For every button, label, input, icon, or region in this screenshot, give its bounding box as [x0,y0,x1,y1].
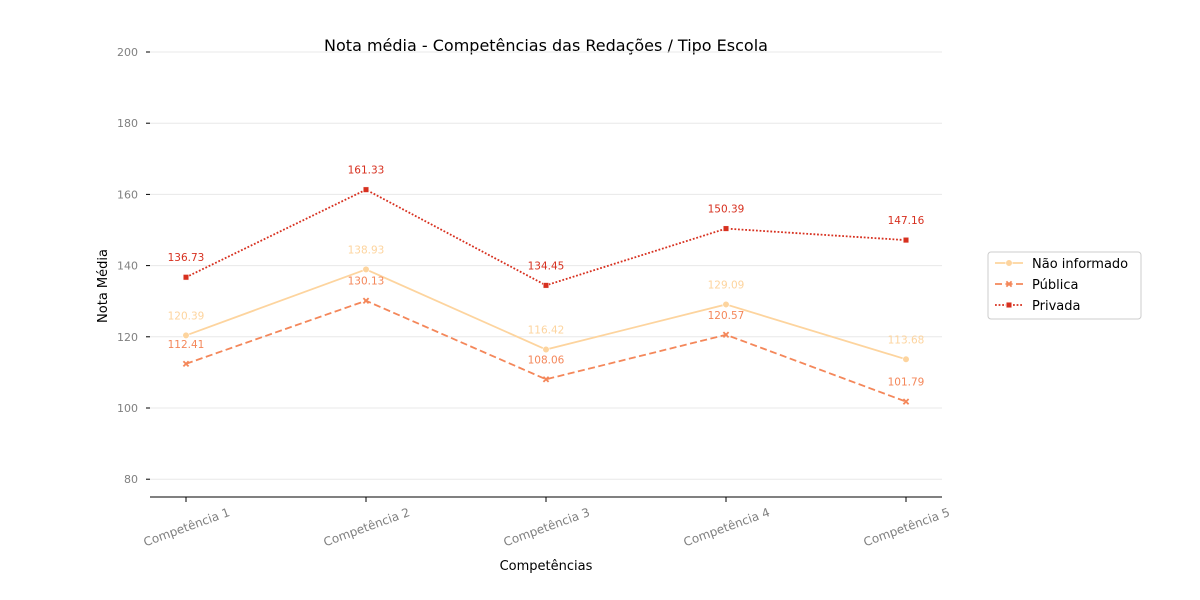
data-label: 108.06 [528,354,565,366]
data-point [182,360,190,368]
data-label: 116.42 [528,325,565,337]
legend-marker [1005,301,1013,309]
y-tick-label: 100 [117,402,138,415]
data-point [362,265,370,274]
data-point [542,345,550,354]
data-point [902,398,910,405]
data-label: 101.79 [888,377,925,389]
data-label: 147.16 [888,215,925,227]
data-label: 113.68 [888,334,925,346]
y-tick-label: 80 [124,473,138,486]
data-point [902,237,910,244]
series-line-1 [185,299,907,403]
data-point [722,225,730,232]
data-label: 136.73 [168,252,205,264]
legend-label: Não informado [1032,257,1128,272]
chart-title: Nota média - Competências das Redações /… [324,36,768,55]
series-layer [182,186,910,405]
data-point [902,355,910,363]
x-tick-label: Competência 3 [502,505,592,549]
x-axis-title: Competências [500,559,593,574]
data-label: 138.93 [348,244,385,256]
x-tick-label: Competência 5 [862,505,952,549]
data-point [722,300,730,309]
x-axis: Competência 1 Competência 2 Competência 3 C… [142,496,952,549]
data-label: 112.41 [168,339,205,351]
legend-label: Pública [1032,278,1078,293]
legend-frame [987,251,1142,320]
y-axis-title: Nota Média [96,249,111,323]
data-point [362,297,370,304]
y-tick-label: 140 [117,260,138,273]
x-tick-label: Competência 2 [322,505,412,549]
legend-label: Privada [1032,299,1080,314]
x-tick-label: Competência 1 [142,505,232,549]
y-tick-label: 180 [117,117,138,130]
data-point [362,186,370,193]
y-tick-label: 160 [117,188,138,201]
data-label: 120.57 [708,310,745,322]
data-labels: 120.39 138.93 116.42 129.09 113.68 112.41 130.… [168,165,925,389]
data-label: 150.39 [708,204,745,216]
data-point [722,331,730,339]
data-label: 130.13 [348,276,385,288]
data-label: 134.45 [528,260,565,272]
legend-marker [1005,280,1013,288]
legend-marker [1005,259,1013,267]
x-tick-label: Competência 4 [682,505,772,549]
data-label: 161.33 [348,165,385,177]
y-tick-label: 200 [117,46,138,59]
data-point [182,331,190,340]
gridlines [150,51,942,480]
legend: Não informado Pública Privada [987,251,1142,320]
data-label: 129.09 [708,279,745,291]
data-point [542,282,550,289]
y-axis: 80 100 120 140 160 180 200 [117,46,150,486]
data-point [542,376,550,383]
y-tick-label: 120 [117,331,138,344]
data-label: 120.39 [168,310,205,322]
data-point [182,274,190,281]
